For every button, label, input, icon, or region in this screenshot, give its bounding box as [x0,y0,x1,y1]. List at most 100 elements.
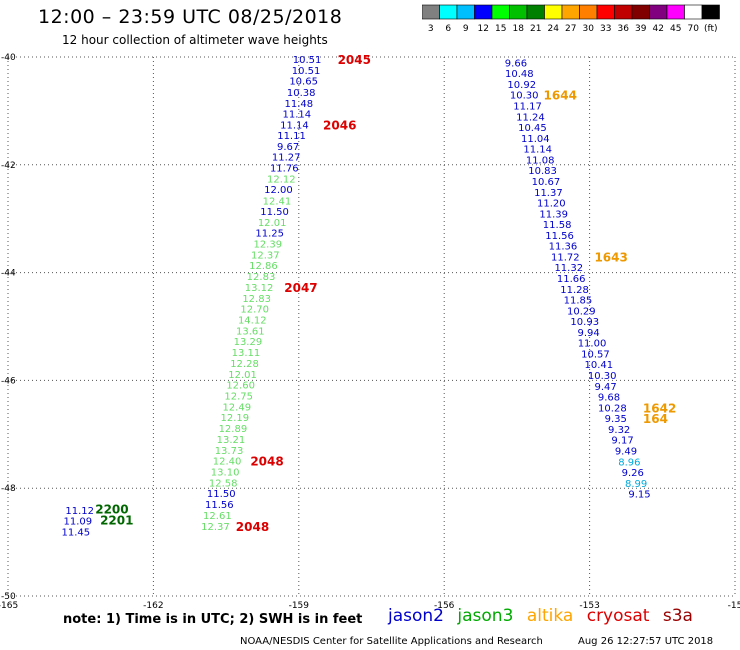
wave-height-point: 12.61 [203,511,232,522]
wave-height-point: 13.12 [245,283,274,294]
wave-height-point: 10.28 [598,403,627,414]
wave-height-point: 12.39 [253,239,282,250]
colorbar-label: 45 [670,24,681,34]
wave-height-point: 11.85 [564,296,593,307]
wave-height-point: 10.92 [507,80,536,91]
wave-height-point: 8.96 [618,457,640,468]
colorbar-legend: 3 6 9 12 15 18 21 24 27 30 33 36 39 42 45 70 (ft) [422,4,720,34]
wave-height-point: 10.48 [505,69,534,80]
wave-height-point: 9.68 [598,393,620,404]
wave-height-point: 9.67 [277,142,299,153]
colorbar-label: 39 [635,24,647,34]
time-label: 2201 [100,513,133,527]
wave-height-point: 12.01 [258,218,287,229]
wave-height-point: 9.66 [505,58,527,69]
wave-height-point: 12.00 [264,185,293,196]
colorbar-label: 6 [445,24,451,34]
wave-height-point: 10.30 [588,371,617,382]
colorbar-label: 21 [530,24,541,34]
credit-line: NOAA/NESDIS Center for Satellite Applica… [240,636,543,647]
wave-height-point: 9.26 [622,468,644,479]
wave-height-point: 12.70 [240,305,269,316]
wave-height-point: 11.48 [284,99,313,110]
colorbar-label: 42 [653,24,664,34]
time-label: 1642 [643,401,676,415]
time-label: 2047 [284,281,317,295]
wave-height-point: 12.12 [267,174,296,185]
y-tick-label: -50 [1,592,16,602]
wave-height-point: 13.73 [215,446,244,457]
wave-height-point: 13.29 [234,337,263,348]
wave-height-point: 11.45 [62,527,91,538]
y-tick-label: -40 [1,53,16,63]
wave-height-point: 11.08 [526,155,555,166]
wave-height-point: 10.51 [292,66,321,77]
legend-jason3: jason3 [457,606,514,626]
wave-height-point: 11.14 [283,110,312,121]
wave-height-point: 11.56 [545,231,574,242]
wave-height-point: 11.09 [63,517,92,528]
wave-height-point: 10.65 [289,77,318,88]
wave-height-point: 12.89 [219,424,248,435]
x-tick-label: -156 [434,601,455,611]
wave-height-point: 9.94 [577,328,599,339]
wave-height-point: 9.32 [608,425,630,436]
x-tick-label: -153 [579,601,599,611]
time-label: 2046 [323,118,356,132]
wave-height-point: 11.14 [280,120,309,131]
time-label: 2200 [95,503,128,517]
colorbar-label: 3 [428,24,434,34]
colorbar-label: 70 [688,24,700,34]
x-tick-label: -165 [0,601,18,611]
wave-height-point: 8.99 [625,479,647,490]
wave-height-point: 11.32 [554,263,583,274]
wave-height-point: 11.66 [557,274,586,285]
wave-height-point: 10.38 [287,88,316,99]
time-label: 1643 [594,250,627,264]
y-tick-label: -42 [1,161,16,171]
chart-subtitle: 12 hour collection of altimeter wave hei… [62,33,328,47]
wave-height-point: 11.37 [534,188,563,199]
wave-height-point: 11.17 [513,102,542,113]
wave-height-point: 11.04 [521,134,550,145]
y-tick-label: -44 [1,269,16,279]
colorbar-label: (ft) [704,24,718,34]
colorbar-label: 24 [548,24,560,34]
wave-height-point: 11.11 [277,131,306,142]
units-note: note: 1) Time is in UTC; 2) SWH is in fe… [63,612,363,627]
wave-height-point: 9.15 [628,490,650,501]
wave-height-point: 10.93 [570,317,599,328]
x-tick-label: -159 [289,601,310,611]
wave-height-point: 12.19 [221,413,250,424]
colorbar-label: 33 [600,24,611,34]
wave-height-point: 11.27 [272,153,301,164]
x-tick-label: -15 [728,601,740,611]
wave-height-point: 11.25 [255,229,284,240]
satellite-legend: jason2 jason3 altika cryosat s3a [388,606,701,626]
chart-title: 12:00 – 23:59 UTC 08/25/2018 [38,6,343,28]
wave-height-point: 11.12 [65,506,94,517]
y-tick-label: -46 [1,376,16,386]
wave-height-point: 12.49 [222,402,251,413]
wave-height-point: 12.83 [242,294,271,305]
wave-height-point: 12.28 [230,359,259,370]
wave-height-point: 10.57 [581,349,610,360]
time-label: 2045 [338,53,371,67]
wave-height-point: 10.41 [584,360,613,371]
wave-height-point: 13.21 [217,435,246,446]
wave-height-point: 12.41 [263,196,292,207]
wave-height-point: 10.83 [528,166,557,177]
wave-height-point: 11.28 [560,285,589,296]
wave-height-point: 9.35 [605,414,627,425]
wave-height-point: 11.24 [516,112,545,123]
wave-height-point: 12.40 [213,457,242,468]
colorbar-label: 9 [463,24,469,34]
colorbar-label: 15 [495,24,506,34]
wave-height-point: 10.29 [567,306,596,317]
legend-jason2: jason2 [388,606,444,626]
wave-height-point: 9.17 [611,436,633,447]
wave-height-point: 13.61 [236,326,265,337]
time-label: 2048 [236,520,269,534]
colorbar-label: 30 [583,24,595,34]
generated-timestamp: Aug 26 12:27:57 UTC 2018 [578,636,714,647]
